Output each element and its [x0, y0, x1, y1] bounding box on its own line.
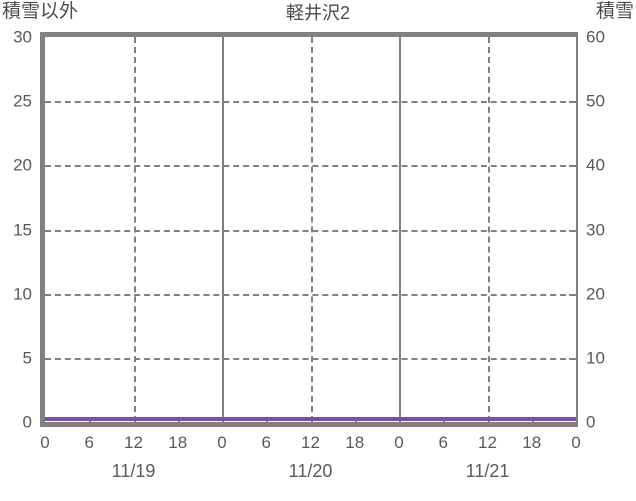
tick-mark-right: [569, 357, 578, 360]
y-axis-right-tick-label: 50: [586, 91, 605, 111]
gridline-vertical: [133, 37, 136, 422]
tick-mark-bottom: [266, 418, 269, 427]
x-axis-day-label: 11/21: [465, 461, 510, 481]
right-axis-title: 積雪: [595, 1, 634, 22]
gridline-vertical: [310, 37, 313, 422]
y-axis-right-tick-label: 30: [586, 220, 605, 239]
y-axis-right-tick-label: 0: [586, 412, 596, 432]
tick-mark-right: [569, 101, 578, 104]
y-axis-left-tick-label: 15: [13, 220, 32, 239]
tick-mark-bottom: [222, 418, 224, 427]
x-axis-hour-label: 12: [301, 433, 320, 452]
y-axis-left-tick-label: 10: [13, 284, 32, 304]
left-axis-title: 積雪以外: [2, 1, 79, 22]
y-axis-left-tick-label: 5: [22, 348, 32, 368]
tick-mark-right: [569, 165, 578, 168]
plot-area: [40, 32, 578, 427]
x-axis-hour-label: 0: [571, 433, 581, 452]
day-separator-line: [222, 37, 224, 422]
tick-mark-bottom: [399, 418, 401, 427]
x-axis-day-label: 11/20: [288, 461, 333, 481]
series-layer: [45, 37, 576, 422]
x-axis-hour-label: 18: [345, 433, 365, 452]
tick-mark-bottom: [531, 418, 534, 427]
x-axis-hour-label: 6: [261, 433, 271, 452]
tick-mark-left: [40, 165, 49, 168]
tick-mark-right: [569, 293, 578, 296]
x-axis-hour-label: 0: [394, 433, 404, 452]
tick-mark-bottom: [443, 418, 446, 427]
x-axis-hour-label: 6: [438, 433, 448, 452]
x-axis-hour-label: 12: [124, 433, 143, 452]
y-axis-right-tick-label: 60: [586, 27, 605, 47]
tick-mark-bottom: [354, 418, 357, 427]
tick-mark-left: [40, 229, 49, 232]
tick-mark-bottom: [177, 418, 180, 427]
tick-mark-left: [40, 293, 49, 296]
x-axis-hour-label: 18: [168, 433, 188, 452]
day-separator-line: [399, 37, 401, 422]
tick-mark-bottom: [487, 418, 490, 427]
tick-mark-bottom: [310, 418, 313, 427]
x-axis-hour-label: 0: [40, 433, 50, 452]
tick-mark-left: [40, 357, 49, 360]
tick-mark-bottom: [133, 418, 136, 427]
y-axis-right-tick-label: 10: [586, 348, 605, 368]
tick-mark-left: [40, 101, 49, 104]
x-axis-hour-label: 18: [522, 433, 542, 452]
y-axis-left-tick-label: 20: [13, 155, 32, 175]
chart-title: 軽井沢2: [285, 3, 350, 23]
y-axis-left-tick-label: 30: [13, 27, 32, 47]
y-axis-right-tick-label: 40: [586, 155, 605, 175]
x-axis-hour-label: 0: [217, 433, 227, 452]
y-axis-right-tick-label: 20: [586, 284, 605, 304]
x-axis-hour-label: 12: [478, 433, 497, 452]
tick-mark-right: [569, 229, 578, 232]
tick-mark-bottom: [89, 418, 92, 427]
plot-inner: [40, 37, 578, 427]
gridline-vertical: [487, 37, 490, 422]
y-axis-left-tick-label: 25: [13, 91, 32, 111]
x-axis-hour-label: 6: [84, 433, 94, 452]
y-axis-left-tick-label: 0: [22, 412, 32, 432]
x-axis-day-label: 11/19: [111, 461, 156, 481]
